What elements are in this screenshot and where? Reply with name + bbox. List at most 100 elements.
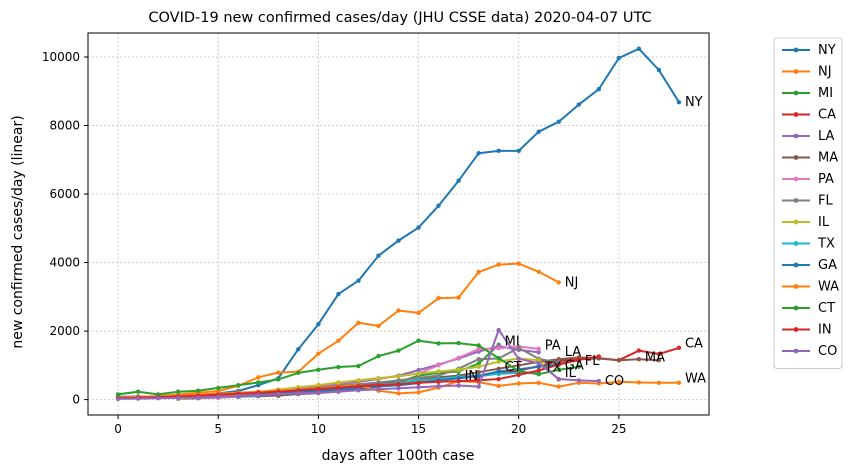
data-point — [656, 351, 662, 357]
data-point — [456, 378, 461, 384]
data-point — [536, 361, 541, 366]
data-point — [516, 368, 521, 374]
data-point — [436, 384, 441, 389]
data-point — [656, 357, 662, 363]
data-point — [356, 278, 361, 283]
legend-marker — [793, 198, 799, 203]
data-point — [456, 383, 461, 388]
legend-item-ma: MA — [782, 151, 838, 166]
data-point — [676, 380, 682, 385]
data-point — [656, 67, 662, 73]
data-point — [236, 393, 241, 399]
legend-item-ct: CT — [782, 301, 835, 316]
legend-marker — [793, 219, 799, 225]
data-point — [636, 356, 642, 362]
data-point — [536, 357, 541, 363]
data-point — [336, 380, 341, 385]
series-end-label: LA — [565, 345, 582, 360]
x-tick-label: 15 — [411, 422, 426, 436]
y-tick-label: 10000 — [42, 50, 80, 64]
data-point — [516, 381, 521, 386]
data-point — [476, 384, 481, 389]
legend-marker — [793, 112, 799, 117]
data-point — [636, 46, 642, 51]
data-point — [536, 269, 541, 274]
x-tick-label: 5 — [214, 422, 222, 436]
legend-item-ny: NY — [782, 43, 836, 58]
data-point — [276, 391, 281, 397]
data-point — [516, 363, 521, 368]
data-point — [556, 280, 561, 285]
data-point — [336, 364, 341, 370]
data-point — [636, 380, 642, 385]
data-point — [496, 376, 501, 382]
legend-label: CO — [818, 344, 837, 359]
data-point — [175, 389, 181, 394]
series-layer — [115, 46, 682, 402]
x-tick-label: 25 — [611, 422, 626, 436]
x-axis: 0 5 10 15 20 25 — [114, 415, 626, 436]
data-point — [516, 148, 521, 154]
data-point — [656, 380, 662, 385]
data-point — [436, 203, 441, 208]
series-line-nj — [117, 262, 560, 399]
data-point — [536, 364, 541, 369]
data-point — [316, 351, 321, 356]
data-point — [416, 371, 421, 376]
data-point — [516, 372, 521, 378]
data-point — [676, 100, 682, 105]
data-point — [536, 350, 541, 355]
data-point — [556, 362, 561, 367]
legend-item-pa: PA — [782, 172, 834, 187]
y-axis-label: new confirmed cases/day (linear) — [10, 115, 26, 348]
legend-marker — [793, 284, 799, 289]
data-point — [536, 346, 541, 352]
legend-item-mi: MI — [782, 86, 833, 101]
data-point — [556, 356, 561, 362]
series-end-label: NY — [685, 95, 703, 110]
legend-label: LA — [818, 129, 835, 144]
data-point — [316, 386, 321, 392]
data-point — [276, 370, 281, 375]
data-point — [135, 396, 141, 401]
data-point — [476, 364, 481, 369]
data-point — [356, 363, 361, 369]
data-point — [356, 388, 361, 393]
data-point — [596, 378, 602, 384]
data-point — [496, 262, 501, 267]
data-point — [356, 378, 361, 383]
legend-label: NJ — [818, 65, 832, 80]
data-point — [316, 367, 321, 372]
series-end-label: MA — [645, 350, 665, 365]
data-point — [396, 348, 401, 353]
legend-marker — [793, 47, 799, 53]
legend-label: IL — [818, 215, 830, 230]
data-point — [616, 379, 622, 384]
data-point — [416, 367, 421, 373]
data-point — [115, 392, 121, 397]
data-point — [376, 376, 381, 381]
data-point — [496, 359, 501, 364]
data-point — [376, 353, 381, 359]
data-point — [576, 364, 581, 369]
data-point — [516, 356, 521, 362]
data-point — [376, 253, 381, 258]
data-point — [336, 291, 341, 297]
legend-label: TX — [817, 237, 835, 252]
data-point — [576, 357, 581, 363]
data-point — [576, 102, 581, 107]
data-point — [256, 392, 261, 398]
data-point — [376, 382, 381, 388]
series-end-label: MI — [505, 334, 520, 349]
data-point — [536, 372, 541, 377]
data-point — [175, 395, 181, 401]
data-point — [476, 369, 481, 375]
data-point — [536, 368, 541, 373]
legend-item-nj: NJ — [782, 65, 832, 80]
legend-marker — [793, 241, 799, 246]
data-point — [596, 354, 602, 359]
data-point — [596, 86, 602, 92]
data-point — [556, 384, 561, 389]
data-point — [356, 384, 361, 389]
